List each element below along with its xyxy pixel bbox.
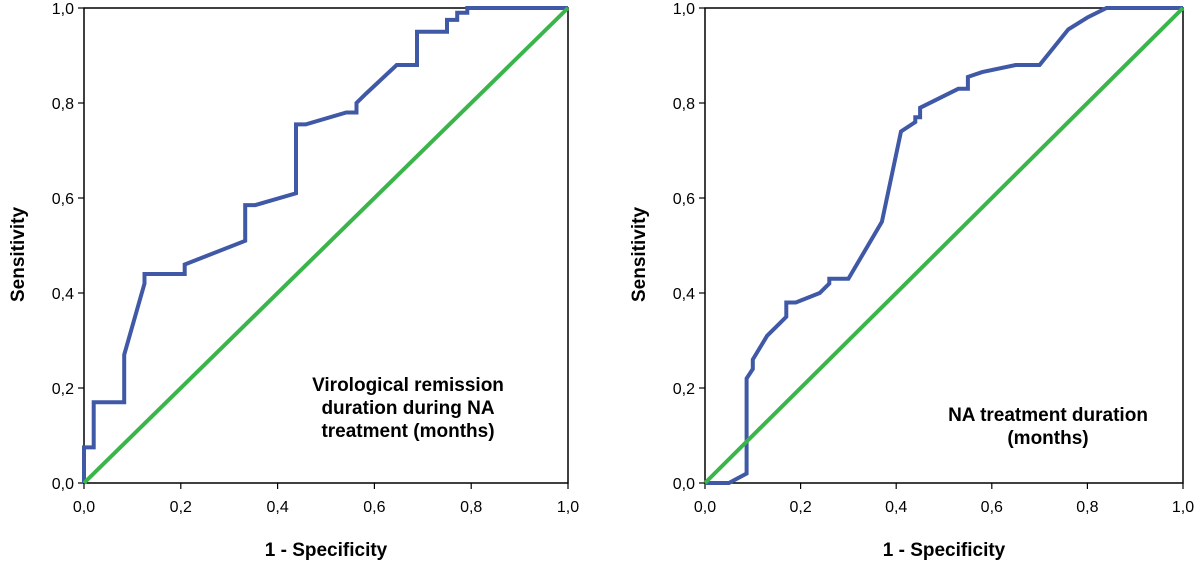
y-tick-label: 0,6 <box>673 191 695 208</box>
chart-annotation-line: (months) <box>1007 428 1088 449</box>
x-axis-label: 1 - Specificity <box>883 540 1006 561</box>
y-tick-label: 1,0 <box>673 1 695 18</box>
x-tick-label: 0,6 <box>363 499 385 516</box>
y-tick-label: 0,6 <box>52 191 74 208</box>
x-tick-label: 0,0 <box>694 499 716 516</box>
x-tick-label: 0,2 <box>789 499 811 516</box>
x-tick-label: 1,0 <box>1172 499 1194 516</box>
y-tick-label: 0,8 <box>673 96 695 113</box>
y-tick-label: 0,0 <box>673 476 695 493</box>
x-tick-label: 0,8 <box>460 499 482 516</box>
y-tick-label: 0,2 <box>52 381 74 398</box>
reference-line <box>82 6 570 485</box>
y-tick-label: 1,0 <box>52 1 74 18</box>
x-tick-label: 0,2 <box>170 499 192 516</box>
roc-curve <box>705 6 1183 485</box>
reference-line <box>703 6 1185 485</box>
x-tick-label: 0,6 <box>981 499 1003 516</box>
y-tick-label: 0,2 <box>673 381 695 398</box>
x-tick-label: 0,4 <box>885 499 907 516</box>
x-tick-label: 0,4 <box>266 499 288 516</box>
y-axis-label: Sensitivity <box>8 207 29 302</box>
chart-annotation-line: NA treatment duration <box>948 405 1148 426</box>
x-axis-label: 1 - Specificity <box>265 540 388 561</box>
roc-curve <box>82 6 568 483</box>
chart-left: 0,0 0,2 0,4 0,6 0,8 1,0 0,0 0,2 0,4 0,6 0,8 1,0 1 - … <box>8 1 579 561</box>
chart-annotation-line: treatment (months) <box>321 421 494 442</box>
x-tick-label: 0,8 <box>1076 499 1098 516</box>
chart-right: 0,0 0,2 0,4 0,6 0,8 1,0 0,0 0,2 0,4 0,6 0,8 1,0 1 - … <box>629 1 1194 561</box>
plot-frame <box>704 7 1184 484</box>
chart-annotation-line: duration during NA <box>321 398 494 419</box>
plot-frame <box>83 7 569 484</box>
x-tick-label: 1,0 <box>557 499 579 516</box>
y-axis-label: Sensitivity <box>629 207 650 302</box>
y-tick-label: 0,8 <box>52 96 74 113</box>
chart-annotation-line: Virological remission <box>312 375 504 396</box>
y-tick-label: 0,4 <box>673 286 695 303</box>
y-tick-label: 0,4 <box>52 286 74 303</box>
x-tick-label: 0,0 <box>73 499 95 516</box>
y-tick-label: 0,0 <box>52 476 74 493</box>
